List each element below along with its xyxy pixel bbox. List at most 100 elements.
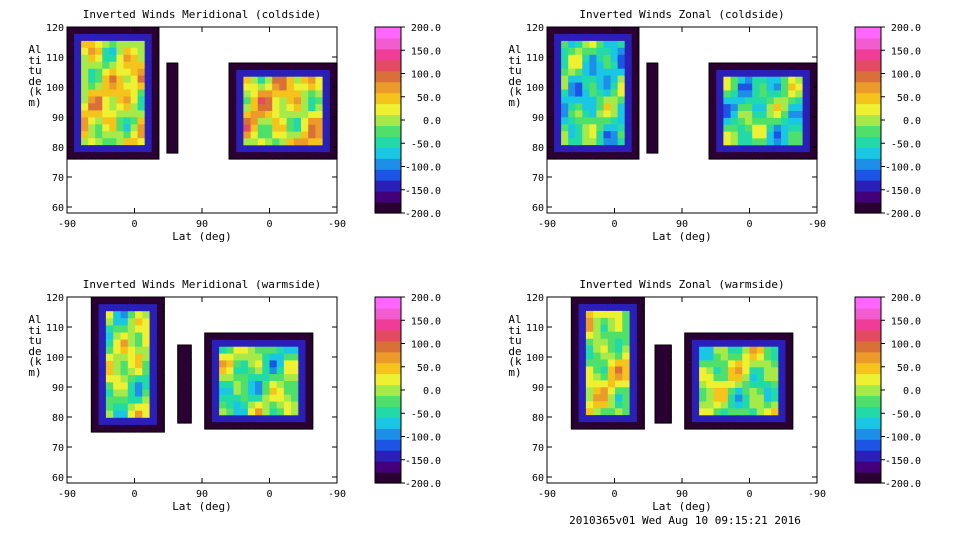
data-cell [629, 317, 638, 326]
data-cell [773, 90, 782, 98]
data-cell [578, 338, 587, 347]
data-cell [785, 387, 794, 396]
data-cell [105, 375, 114, 383]
data-cell [802, 117, 811, 126]
data-cell [582, 152, 590, 160]
data-cell [575, 103, 583, 111]
data-cell [127, 311, 136, 319]
data-cell [243, 152, 252, 160]
data-cell [149, 318, 158, 326]
data-cell [272, 131, 280, 140]
data-cell [98, 325, 107, 334]
data-cell [631, 124, 640, 132]
data-cell [716, 131, 724, 140]
data-cell [120, 353, 129, 362]
data-cell [691, 381, 700, 389]
data-cell [785, 360, 794, 368]
colorbar-swatch [855, 136, 881, 148]
data-cell [250, 97, 259, 105]
data-cell [607, 380, 616, 388]
data-cell [265, 131, 273, 140]
data-cell [137, 27, 146, 35]
data-cell [607, 331, 616, 340]
x-tick-label: -90 [808, 489, 826, 500]
data-cell [809, 90, 818, 98]
data-cell [226, 381, 235, 389]
data-cell [102, 61, 110, 70]
data-cell [276, 374, 285, 382]
data-cell [631, 61, 640, 70]
data-cell [713, 387, 722, 396]
data-cell [250, 138, 259, 146]
data-cell [759, 117, 768, 126]
data-cell [624, 103, 633, 111]
data-cell [219, 401, 227, 410]
data-cell [603, 82, 612, 91]
data-cell [123, 145, 132, 153]
data-cell [247, 339, 256, 348]
data-cell [144, 40, 153, 49]
data-cell [578, 422, 587, 430]
data-cell [781, 117, 789, 126]
data-cell [315, 124, 324, 133]
data-cell [127, 389, 136, 398]
data-cell [795, 63, 804, 71]
data-cell [795, 138, 804, 146]
data-cell [735, 333, 743, 341]
data-cell [593, 380, 602, 388]
data-cell [763, 387, 772, 396]
data-cell [149, 389, 158, 398]
data-cell [795, 83, 804, 92]
data-cell [236, 138, 244, 146]
data-cell [236, 63, 244, 71]
data-cell [130, 47, 139, 56]
data-cell [226, 367, 235, 375]
data-cell [149, 396, 158, 405]
data-cell [561, 103, 569, 111]
data-cell [105, 297, 114, 305]
data-cell [272, 104, 280, 112]
data-cell [593, 352, 602, 361]
colorbar-swatch [375, 37, 401, 50]
data-region [546, 26, 640, 160]
data-cell [607, 359, 616, 367]
data-cell [88, 54, 96, 63]
data-cell [706, 408, 715, 416]
data-cell [600, 401, 609, 409]
y-tick-label: 70 [532, 173, 544, 184]
data-cell [709, 90, 717, 98]
data-cell [622, 394, 631, 402]
colorbar-swatch [375, 373, 401, 386]
data-cell [622, 359, 631, 367]
data-cell [596, 152, 605, 160]
data-cell [269, 346, 278, 355]
data-cell [716, 104, 724, 112]
data-cell [610, 75, 619, 84]
data-cell [749, 367, 758, 375]
data-cell [735, 387, 743, 396]
data-cell [773, 97, 782, 105]
data-cell [243, 124, 252, 133]
data-cell [272, 124, 280, 133]
data-cell [91, 339, 100, 348]
data-cell [684, 408, 693, 416]
data-cell [713, 333, 722, 341]
data-cell [279, 131, 288, 140]
data-cell [301, 76, 309, 85]
data-cell [788, 117, 796, 126]
data-cell [272, 152, 280, 160]
data-cell [315, 90, 324, 98]
data-region [684, 332, 794, 430]
data-cell [655, 373, 664, 382]
data-cell [713, 408, 722, 416]
data-cell [243, 63, 252, 71]
data-cell [691, 422, 700, 430]
colorbar-swatch [855, 180, 881, 192]
data-cell [603, 75, 612, 84]
data-cell [727, 353, 736, 362]
data-cell [723, 145, 732, 153]
data-cell [184, 394, 192, 403]
data-cell [184, 352, 192, 360]
data-cell [257, 69, 266, 78]
data-cell [120, 375, 129, 383]
